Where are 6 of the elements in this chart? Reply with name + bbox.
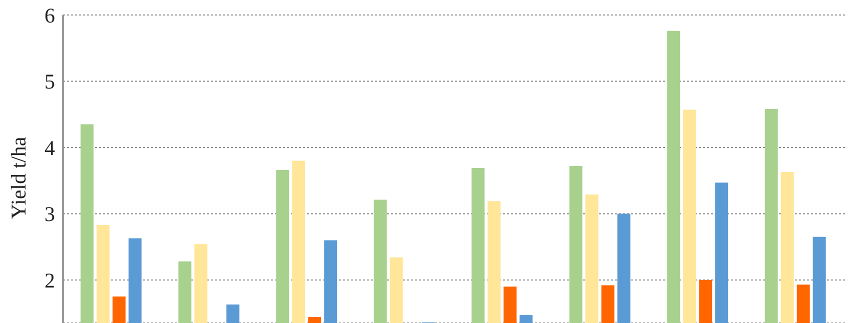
y-tick-label: 2 xyxy=(44,268,55,292)
y-tick-label: 5 xyxy=(44,70,55,94)
y-axis-title: Yield t/ha xyxy=(6,136,30,219)
y-tick-label: 4 xyxy=(44,136,56,160)
y-tick-label: 3 xyxy=(44,202,55,226)
y-tick-label: 6 xyxy=(44,3,55,28)
